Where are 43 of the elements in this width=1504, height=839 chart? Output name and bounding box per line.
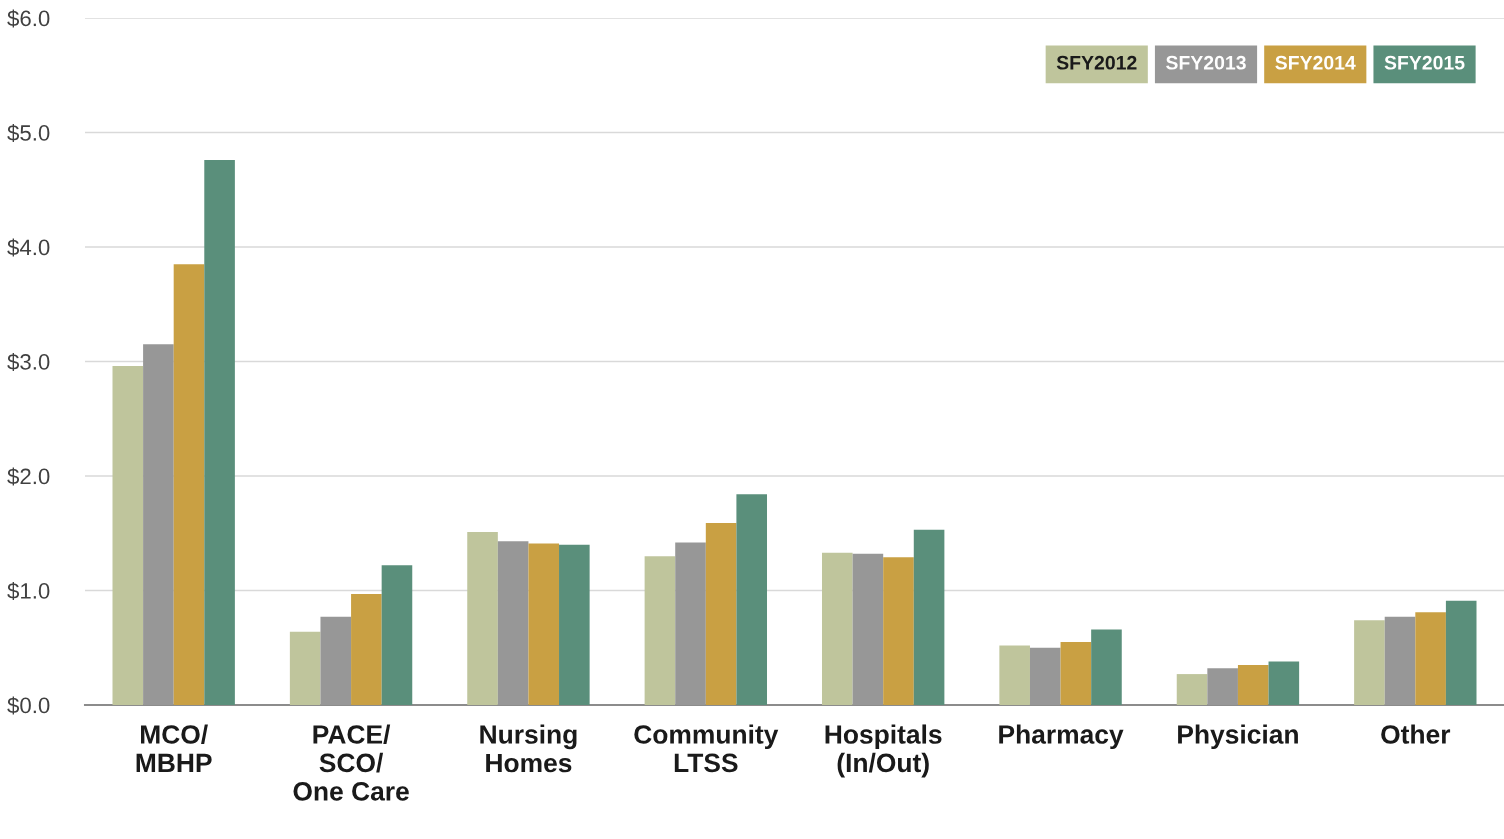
bar	[559, 544, 590, 705]
y-tick-label: $2.0	[7, 467, 50, 486]
bar	[289, 631, 321, 705]
x-tick-label: Community LTSS	[634, 724, 779, 773]
bar	[467, 532, 498, 705]
bar	[644, 556, 676, 705]
bar	[1445, 600, 1477, 705]
bar	[351, 593, 382, 705]
bar	[1176, 674, 1208, 705]
bar	[821, 552, 853, 705]
y-tick-label: $1.0	[7, 582, 50, 601]
bar	[204, 159, 235, 705]
bar	[913, 529, 945, 705]
y-tick-label: $3.0	[7, 353, 50, 372]
bar	[736, 494, 768, 705]
x-tick-label: Physician	[1178, 724, 1298, 750]
bar	[1091, 629, 1122, 705]
bar	[999, 645, 1030, 705]
bar	[1354, 620, 1385, 705]
bar	[528, 543, 560, 705]
text: SFY2013	[1166, 55, 1246, 70]
bar	[1237, 664, 1269, 705]
y-tick-label: $0.0	[7, 696, 50, 715]
bar	[1415, 612, 1446, 705]
bar	[705, 522, 737, 705]
x-tick-label: Nursing Homes	[480, 724, 577, 773]
x-tick-label: PACE/ SCO/ One Care	[293, 724, 409, 801]
x-tick-label: Hospitals (In/Out)	[825, 724, 942, 778]
text: SFY2015	[1384, 55, 1465, 70]
x-tick-label: MCO/ MBHP	[136, 724, 212, 772]
bar	[381, 565, 413, 705]
x-tick-label: Other	[1381, 724, 1451, 744]
text: SFY2014	[1275, 55, 1356, 70]
y-tick-label: $6.0	[7, 9, 50, 28]
bar	[883, 557, 914, 705]
bar	[112, 366, 144, 705]
text: SFY2012	[1056, 55, 1137, 70]
y-tick-label: $5.0	[7, 124, 50, 143]
x-tick-label: Pharmacy	[999, 724, 1124, 750]
y-tick-label: $4.0	[7, 238, 50, 257]
bar	[1268, 661, 1300, 705]
bar	[173, 264, 205, 705]
bar	[1060, 642, 1092, 705]
